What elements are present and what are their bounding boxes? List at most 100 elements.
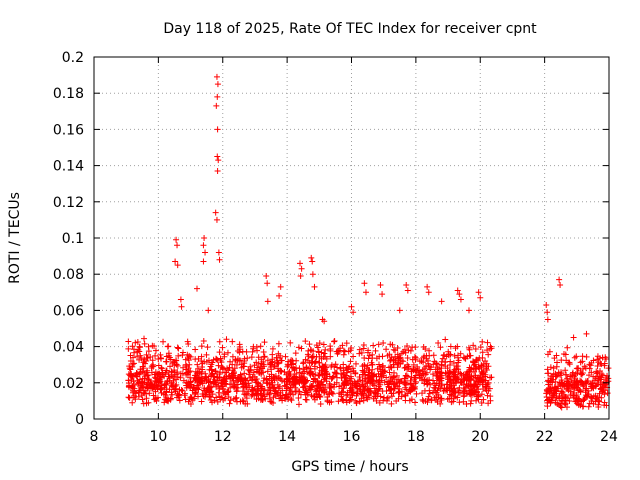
data-point (562, 371, 569, 378)
data-point (473, 389, 480, 396)
data-point (562, 367, 569, 374)
data-point (360, 341, 367, 348)
data-point (383, 346, 390, 353)
grid-lines (94, 57, 609, 419)
data-point (287, 339, 294, 346)
data-point (603, 355, 610, 362)
data-point (558, 377, 565, 384)
data-point (309, 258, 316, 265)
data-point (261, 393, 268, 400)
data-point (308, 392, 315, 399)
data-point (165, 343, 172, 350)
data-point (295, 344, 302, 351)
data-point (552, 373, 559, 380)
data-point (126, 365, 133, 372)
y-tick-label: 0.18 (53, 86, 84, 102)
data-point (126, 394, 133, 401)
data-point (213, 356, 220, 363)
data-point (209, 391, 216, 398)
data-point (219, 344, 226, 351)
data-point (137, 382, 144, 389)
data-point (137, 366, 144, 373)
data-point (426, 390, 433, 397)
data-point (544, 316, 551, 323)
data-point (552, 399, 559, 406)
data-point (177, 296, 184, 303)
data-point (239, 397, 246, 404)
data-point (185, 365, 192, 372)
data-point (226, 373, 233, 380)
y-tick-label: 0 (75, 412, 84, 428)
data-point (379, 364, 386, 371)
data-point (562, 400, 569, 407)
data-point (553, 352, 560, 359)
data-point (571, 354, 578, 361)
data-point (277, 283, 284, 290)
data-point (360, 392, 367, 399)
data-point (454, 287, 461, 294)
data-point (402, 349, 409, 356)
data-point (163, 388, 170, 395)
data-point (259, 385, 266, 392)
data-point (409, 356, 416, 363)
data-point (179, 349, 186, 356)
data-point (563, 376, 570, 383)
data-point (390, 390, 397, 397)
data-point (475, 356, 482, 363)
data-point (369, 361, 376, 368)
data-point (410, 361, 417, 368)
data-point (476, 375, 483, 382)
data-point (302, 338, 309, 345)
data-point (485, 400, 492, 407)
data-point (130, 360, 137, 367)
data-point (259, 396, 266, 403)
data-point (547, 364, 554, 371)
data-point (341, 374, 348, 381)
data-point (559, 389, 566, 396)
data-point (157, 354, 164, 361)
data-point (487, 393, 494, 400)
data-point (402, 372, 409, 379)
data-point (145, 377, 152, 384)
data-point (451, 352, 458, 359)
data-point (361, 368, 368, 375)
data-point (556, 401, 563, 408)
data-point (270, 394, 277, 401)
data-point (343, 399, 350, 406)
data-point (237, 371, 244, 378)
data-point (269, 358, 276, 365)
data-point (227, 384, 234, 391)
data-point (588, 395, 595, 402)
data-point (149, 357, 156, 364)
data-point (353, 400, 360, 407)
data-point (585, 391, 592, 398)
data-point (484, 347, 491, 354)
data-point (457, 296, 464, 303)
data-point (215, 362, 222, 369)
data-point (386, 369, 393, 376)
data-point (194, 379, 201, 386)
data-point (298, 345, 305, 352)
data-point (571, 385, 578, 392)
data-point (376, 399, 383, 406)
data-point (143, 395, 150, 402)
data-point (151, 343, 158, 350)
data-point (143, 369, 150, 376)
data-point (383, 374, 390, 381)
data-point (437, 385, 444, 392)
data-point (340, 351, 347, 358)
data-point (380, 397, 387, 404)
data-point (182, 356, 189, 363)
y-tick-label: 0.1 (62, 231, 84, 247)
data-point (229, 361, 236, 368)
data-point (195, 384, 202, 391)
data-point (306, 370, 313, 377)
data-point (386, 380, 393, 387)
y-tick-label: 0.12 (53, 195, 84, 211)
data-point (362, 289, 369, 296)
data-point (308, 254, 315, 261)
data-point (310, 348, 317, 355)
data-point (146, 390, 153, 397)
data-point (470, 365, 477, 372)
data-point (573, 353, 580, 360)
